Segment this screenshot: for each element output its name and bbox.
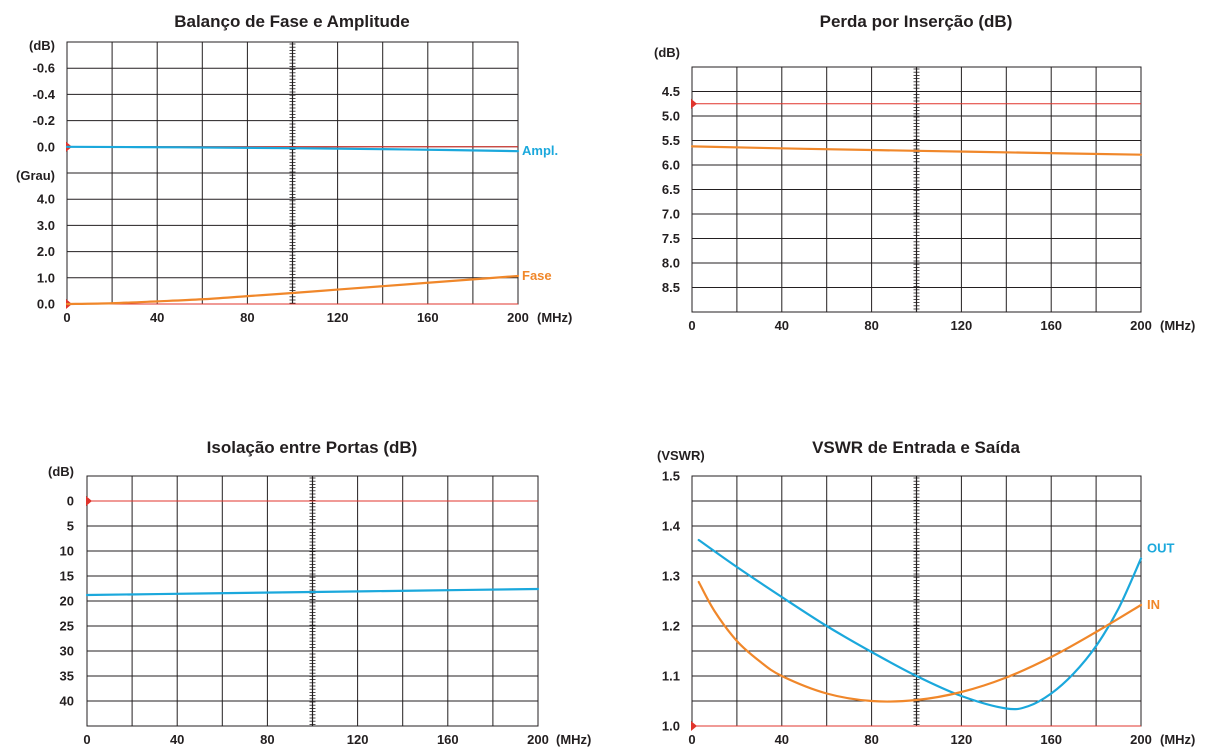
x-tick-label: 120 — [951, 732, 973, 747]
y-tick-label: 1.2 — [662, 619, 680, 634]
y-unit-label: (dB) — [48, 464, 74, 479]
y-tick-label: 5 — [67, 519, 74, 534]
x-tick-label: 0 — [688, 318, 695, 333]
y-tick-label: 1.1 — [662, 669, 680, 684]
x-tick-label: 40 — [150, 310, 164, 325]
y-tick-label: 4.0 — [37, 192, 55, 207]
y-tick-label: 5.0 — [662, 109, 680, 124]
x-tick-label: 40 — [775, 318, 789, 333]
y-tick-label: 20 — [60, 594, 74, 609]
y-tick-label: 15 — [60, 569, 74, 584]
x-tick-label: 80 — [864, 318, 878, 333]
insertion-loss-reference-marker — [691, 98, 697, 109]
x-unit-label: (MHz) — [537, 310, 572, 325]
chart-isolation: Isolação entre Portas (dB) (dB) 0 5 10 15 20 25… — [48, 438, 591, 747]
y-tick-label: 6.0 — [662, 158, 680, 173]
y-tick-label: -0.4 — [33, 87, 56, 102]
y-tick-label: 0 — [67, 494, 74, 509]
vswr-reference-marker — [691, 721, 697, 731]
y-tick-label: 40 — [60, 694, 74, 709]
x-tick-label: 0 — [688, 732, 695, 747]
y-tick-label: 8.0 — [662, 256, 680, 271]
y-tick-label: 2.0 — [37, 244, 55, 259]
series-label-out: OUT — [1147, 541, 1175, 556]
x-tick-label: 0 — [63, 310, 70, 325]
x-tick-label: 160 — [437, 732, 459, 747]
y-unit-db: (dB) — [29, 38, 55, 53]
chart-insertion-loss: Perda por Inserção (dB) (dB) 4.5 5.0 5.5 6.0 6… — [654, 12, 1195, 333]
y-tick-label: 3.0 — [37, 218, 55, 233]
x-tick-label: 200 — [1130, 318, 1152, 333]
y-tick-label: 8.5 — [662, 280, 680, 295]
x-tick-label: 40 — [170, 732, 184, 747]
x-tick-label: 160 — [1040, 318, 1062, 333]
chart-vswr: VSWR de Entrada e Saída (VSWR) 1.5 1.4 1.3 1.… — [657, 438, 1195, 747]
x-unit-label: (MHz) — [556, 732, 591, 747]
y-tick-label: 1.0 — [662, 719, 680, 734]
x-tick-label: 160 — [417, 310, 439, 325]
y-tick-label: 25 — [60, 619, 74, 634]
x-tick-label: 120 — [951, 318, 973, 333]
x-tick-label: 200 — [527, 732, 549, 747]
series-line-insertion-loss — [690, 145, 1143, 156]
y-tick-label: 1.3 — [662, 569, 680, 584]
y-tick-label: 7.0 — [662, 207, 680, 222]
y-unit-grau: (Grau) — [16, 168, 55, 183]
x-tick-label: 200 — [1130, 732, 1152, 747]
y-tick-label: 1.0 — [37, 270, 55, 285]
x-tick-label: 120 — [327, 310, 349, 325]
y-tick-label: -0.6 — [33, 61, 55, 76]
isolation-reference-marker — [86, 496, 92, 506]
y-tick-label: 1.4 — [662, 519, 681, 534]
chart-title: Isolação entre Portas (dB) — [207, 438, 418, 457]
x-tick-label: 80 — [864, 732, 878, 747]
series-line-in — [697, 580, 1143, 703]
y-tick-label: 7.5 — [662, 231, 680, 246]
x-tick-label: 40 — [775, 732, 789, 747]
y-tick-label: -0.2 — [33, 113, 55, 128]
series-label-fase: Fase — [522, 268, 552, 283]
chart-title: Perda por Inserção (dB) — [820, 12, 1013, 31]
x-tick-label: 200 — [507, 310, 529, 325]
chart-title: Balanço de Fase e Amplitude — [174, 12, 410, 31]
y-tick-label: 4.5 — [662, 84, 680, 99]
series-line-fase — [65, 274, 520, 306]
y-unit-label: (dB) — [654, 45, 680, 60]
y-tick-label: 30 — [60, 644, 74, 659]
x-tick-label: 160 — [1040, 732, 1062, 747]
series-label-ampl: Ampl. — [522, 143, 558, 158]
chart-phase-amplitude: Balanço de Fase e Amplitude 0 40 80 120 160 20… — [16, 12, 572, 325]
x-tick-label: 80 — [240, 310, 254, 325]
y-unit-label: (VSWR) — [657, 448, 705, 463]
x-unit-label: (MHz) — [1160, 318, 1195, 333]
series-line-out — [697, 538, 1143, 711]
y-tick-label: 10 — [60, 544, 74, 559]
x-tick-label: 120 — [347, 732, 369, 747]
y-tick-label: 35 — [60, 669, 74, 684]
x-tick-label: 80 — [260, 732, 274, 747]
series-line-ampl — [65, 145, 520, 153]
y-tick-label: 0.0 — [37, 139, 55, 154]
series-label-in: IN — [1147, 597, 1160, 612]
y-tick-label: 1.5 — [662, 469, 680, 484]
y-tick-label: 6.5 — [662, 182, 680, 197]
x-tick-label: 0 — [83, 732, 90, 747]
y-tick-label: 5.5 — [662, 133, 680, 148]
y-tick-label: 0.0 — [37, 297, 55, 312]
x-unit-label: (MHz) — [1160, 732, 1195, 747]
series-line-isolation — [85, 587, 540, 597]
chart-title: VSWR de Entrada e Saída — [812, 438, 1020, 457]
